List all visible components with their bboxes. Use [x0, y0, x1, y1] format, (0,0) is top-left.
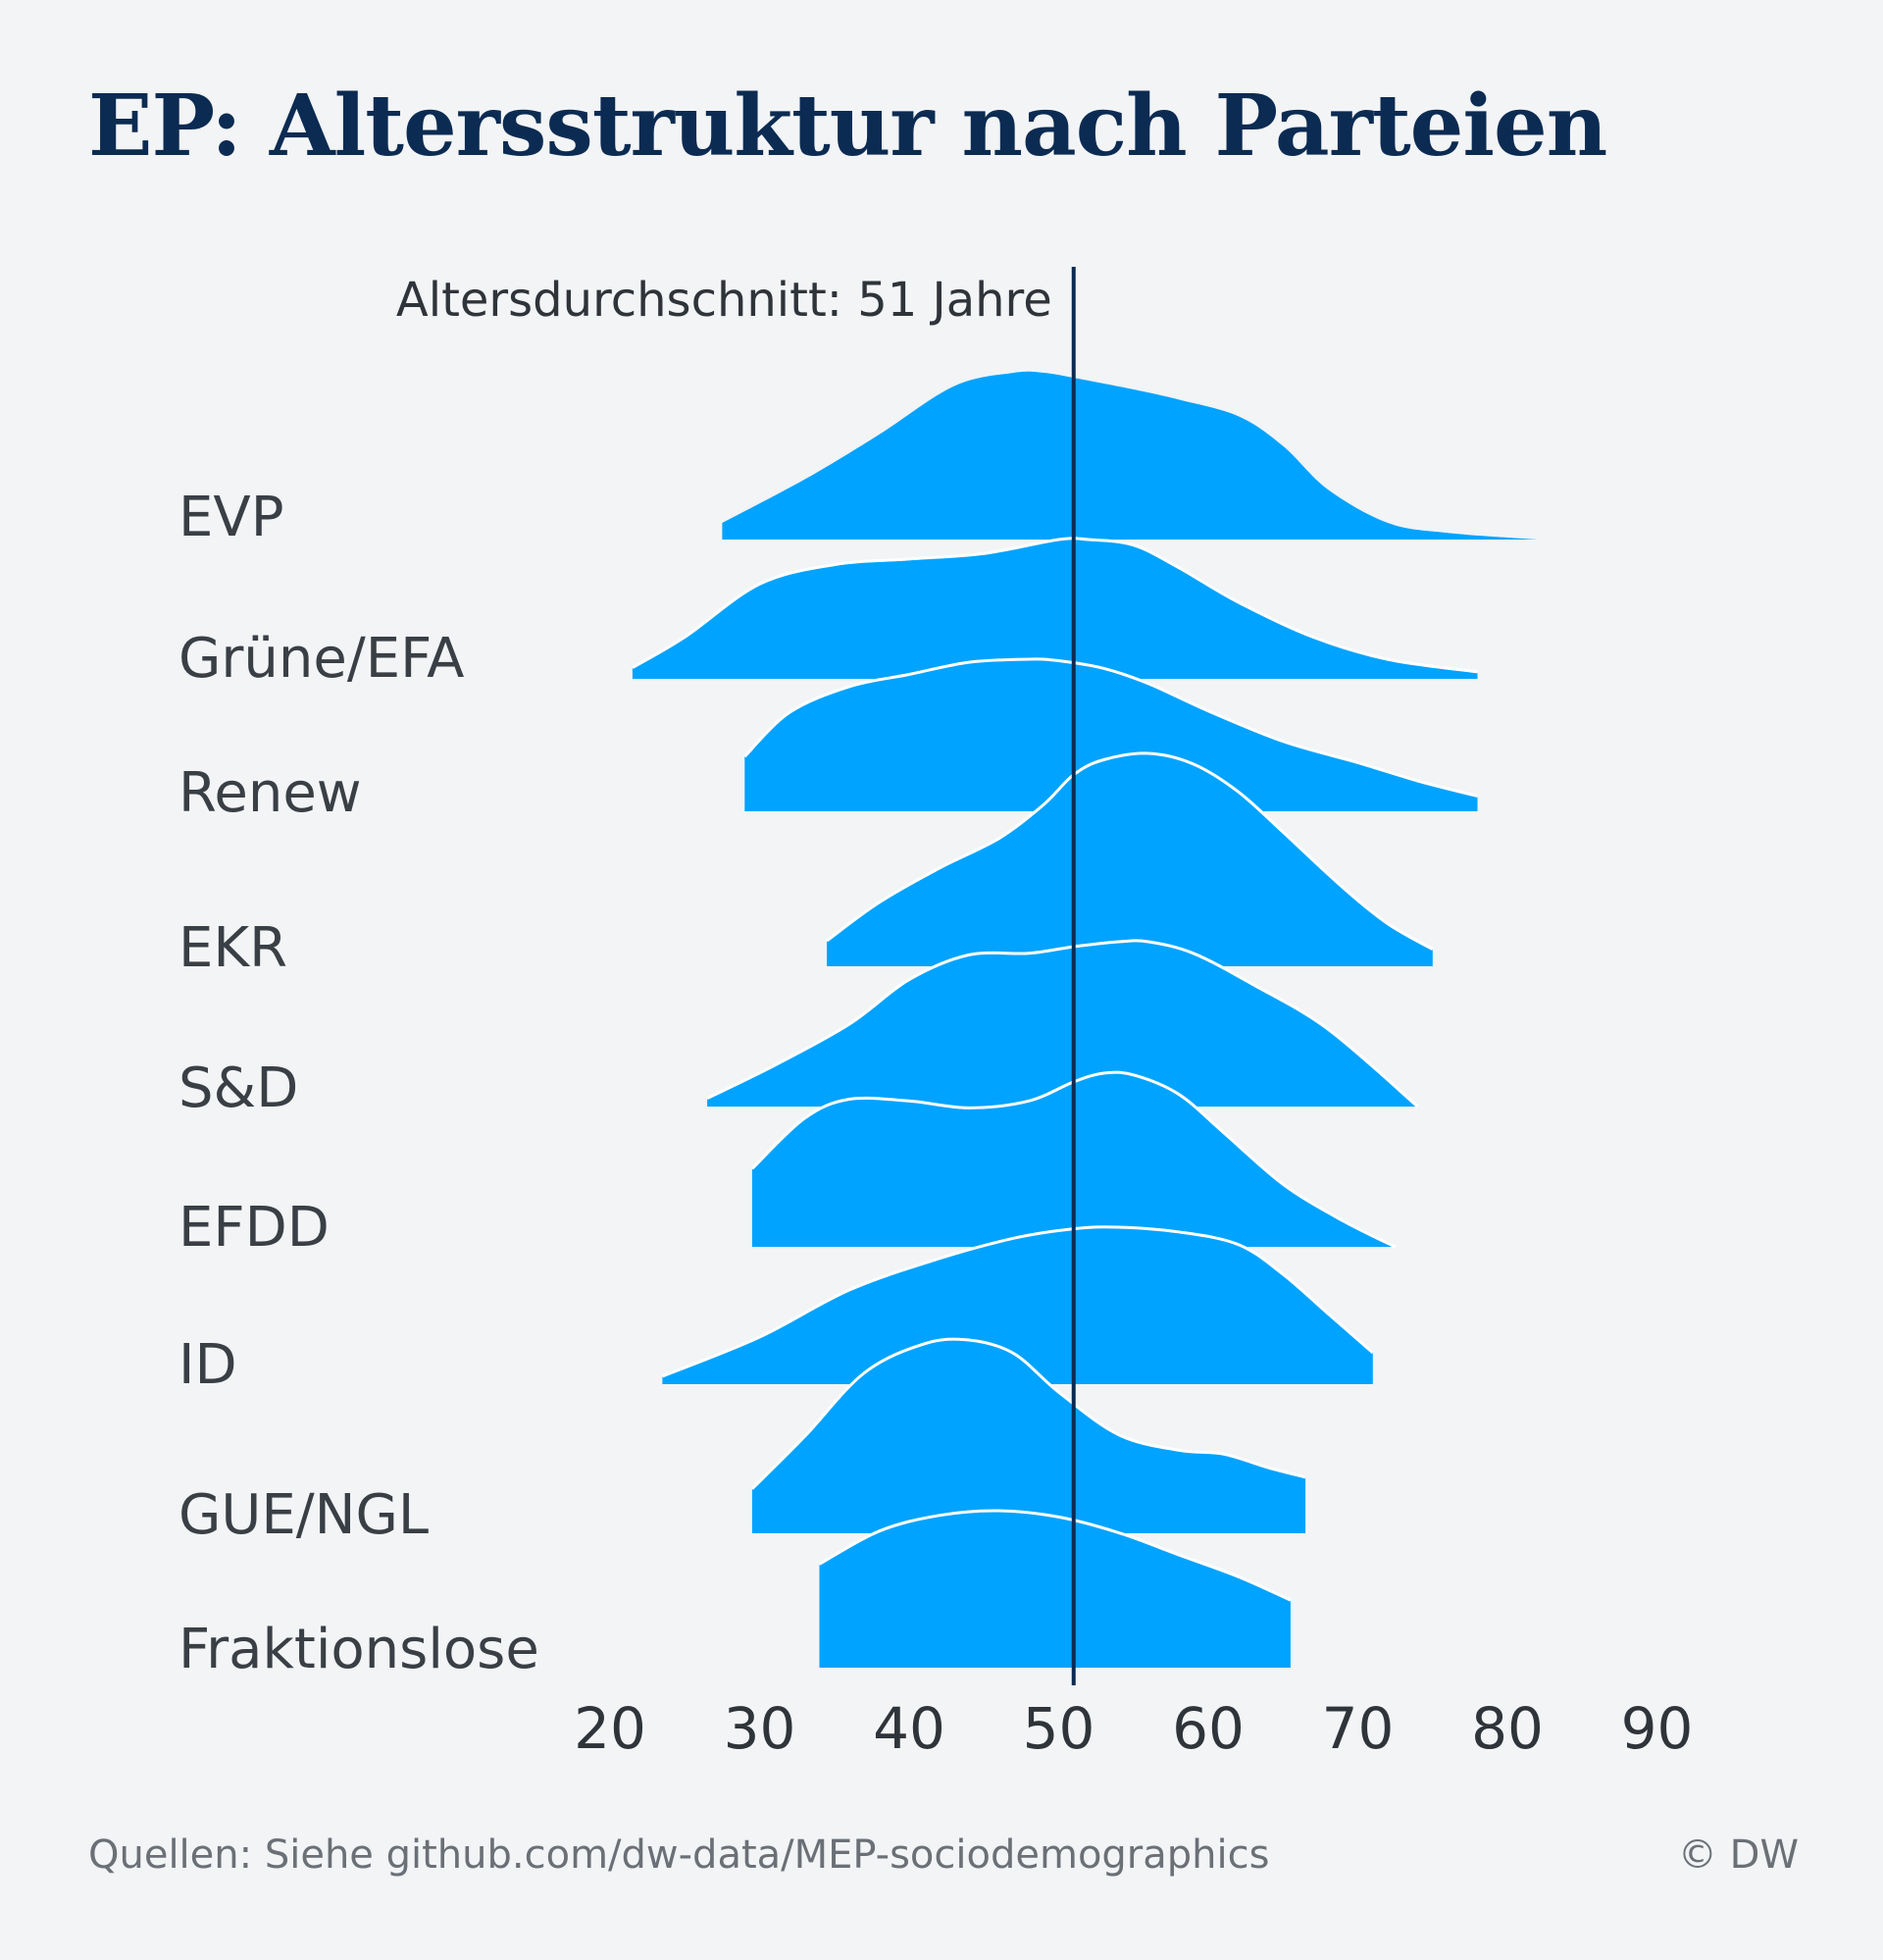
- party-label: S&D: [178, 1057, 298, 1120]
- density-outline: [826, 751, 1434, 951]
- party-label: Fraktionslose: [178, 1618, 539, 1681]
- x-tick-label: 40: [873, 1695, 945, 1762]
- density-area: [744, 658, 1478, 811]
- chart-title: EP: Altersstruktur nach Parteien: [88, 77, 1607, 176]
- x-tick-label: 20: [574, 1695, 646, 1762]
- party-label-layer: EVP Grüne/EFA Renew EKR S&D EFDD ID GUE/NGL Frak…: [178, 486, 539, 1681]
- x-tick-label: 90: [1621, 1695, 1694, 1762]
- party-label: EFDD: [178, 1196, 330, 1260]
- x-axis-ticks: 20 30 40 50 60 70 80 90: [574, 1695, 1693, 1762]
- density-area: [707, 940, 1418, 1107]
- party-label: ID: [178, 1333, 237, 1397]
- party-label: Grüne/EFA: [178, 627, 464, 691]
- ridge-gue-ngl: [750, 1337, 1306, 1533]
- density-area: [632, 538, 1478, 679]
- x-tick-label: 30: [724, 1695, 796, 1762]
- source-note: Quellen: Siehe github.com/dw-data/MEP-so…: [88, 1832, 1270, 1878]
- density-outline: [750, 1337, 1306, 1490]
- ridge-fraktionslose: [818, 1509, 1292, 1668]
- density-area: [751, 1339, 1306, 1533]
- density-area: [722, 371, 1538, 540]
- ridge-evp: [722, 371, 1538, 540]
- party-label: GUE/NGL: [178, 1483, 429, 1547]
- density-area: [827, 752, 1433, 966]
- ridge-renew: [743, 657, 1478, 811]
- ridge-gr-ne-efa: [632, 537, 1478, 679]
- party-label: Renew: [178, 761, 362, 825]
- density-outline: [818, 1509, 1292, 1602]
- ridge-layer: [632, 371, 1538, 1668]
- x-tick-label: 50: [1023, 1695, 1095, 1762]
- x-tick-label: 60: [1172, 1695, 1245, 1762]
- party-label: EKR: [178, 916, 287, 980]
- x-tick-label: 70: [1322, 1695, 1395, 1762]
- density-area: [662, 1226, 1373, 1384]
- density-outline: [750, 1070, 1397, 1249]
- mean-age-annotation: Altersdurchschnitt: 51 Jahre: [396, 273, 1052, 328]
- copyright-credit: © DW: [1677, 1832, 1799, 1878]
- x-tick-label: 80: [1471, 1695, 1544, 1762]
- ridge-ekr: [826, 751, 1434, 966]
- party-label: EVP: [178, 486, 283, 549]
- density-area: [819, 1510, 1291, 1668]
- density-outline: [743, 657, 1478, 798]
